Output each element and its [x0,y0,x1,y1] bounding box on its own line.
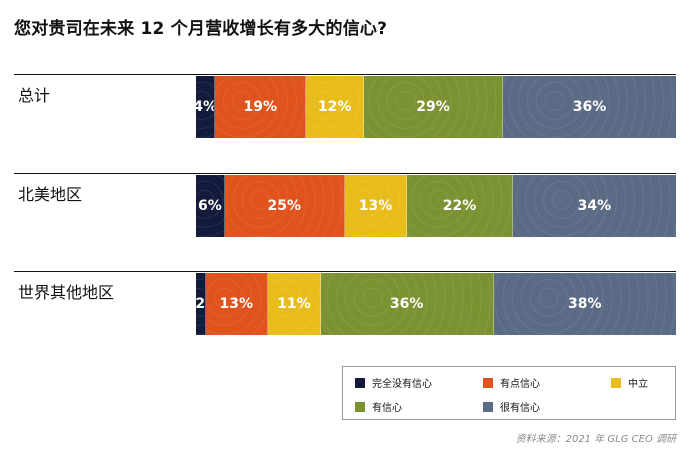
legend-item-neutral: 中立 [611,375,648,390]
data-label: 12% [317,99,352,115]
legend-swatch [355,377,365,388]
data-label: 25% [267,198,302,214]
legend-swatch [483,377,493,388]
stacked-bar: 4% 19% 12% 29% 36% [196,76,676,138]
bar-segment: 36% [503,76,676,138]
data-label: 38% [568,296,602,312]
legend-label: 中立 [628,379,648,390]
bar-segment: 36% [320,273,494,335]
data-label: 13% [219,296,254,312]
legend: 完全没有信心 有点信心 中立 有信心 很有信心 [342,366,676,420]
data-label: 4% [196,99,214,115]
legend-label: 有点信心 [500,379,540,390]
data-label: 36% [389,296,424,312]
legend-item-some: 有点信心 [483,375,540,390]
data-label: 6% [198,198,222,214]
legend-swatch [355,401,365,412]
bar-segment: 34% [512,175,676,237]
bar-segment: 25% [224,175,345,237]
row-divider [14,271,676,272]
bar-segment: 29% [363,76,504,138]
bar-segment: 11% [267,273,321,335]
bar-segment: 2 [196,273,206,335]
chart-title: 您对贵司在未来 12 个月营收增长有多大的信心? [14,19,388,39]
legend-item-none: 完全没有信心 [355,375,432,390]
legend-label: 很有信心 [500,403,540,414]
bar-segment: 12% [306,76,364,138]
row-divider [14,173,676,174]
bar-segment: 19% [215,76,307,138]
data-label: 22% [442,198,477,214]
legend-item-very-confident: 很有信心 [483,399,540,414]
category-label: 世界其他地区 [18,283,115,302]
bar-segment: 4% [196,76,216,138]
data-label: 34% [577,198,612,214]
legend-item-confident: 有信心 [355,399,402,414]
category-label: 北美地区 [18,185,83,204]
bar-segment: 13% [344,175,408,237]
data-label: 36% [572,99,607,115]
bar-segment: 6% [196,175,225,237]
legend-label: 有信心 [372,403,402,414]
bar-segment: 13% [205,273,268,335]
category-label: 总计 [18,86,51,105]
stacked-bar: 2 13% 11% 36% 38% [196,273,676,335]
row-divider [14,74,676,75]
legend-label: 完全没有信心 [372,379,432,390]
legend-swatch [483,401,493,412]
source-note: 资料来源：2021 年 GLG CEO 调研 [515,434,676,445]
data-label: 29% [416,99,450,115]
legend-swatch [611,377,621,388]
bar-segment: 38% [493,273,676,335]
data-label: 19% [243,99,278,115]
data-label: 2 [196,296,206,312]
bar-segment: 22% [407,175,513,237]
data-label: 11% [277,296,311,312]
data-label: 13% [358,198,393,214]
stacked-bar: 6% 25% 13% 22% 34% [196,175,676,237]
